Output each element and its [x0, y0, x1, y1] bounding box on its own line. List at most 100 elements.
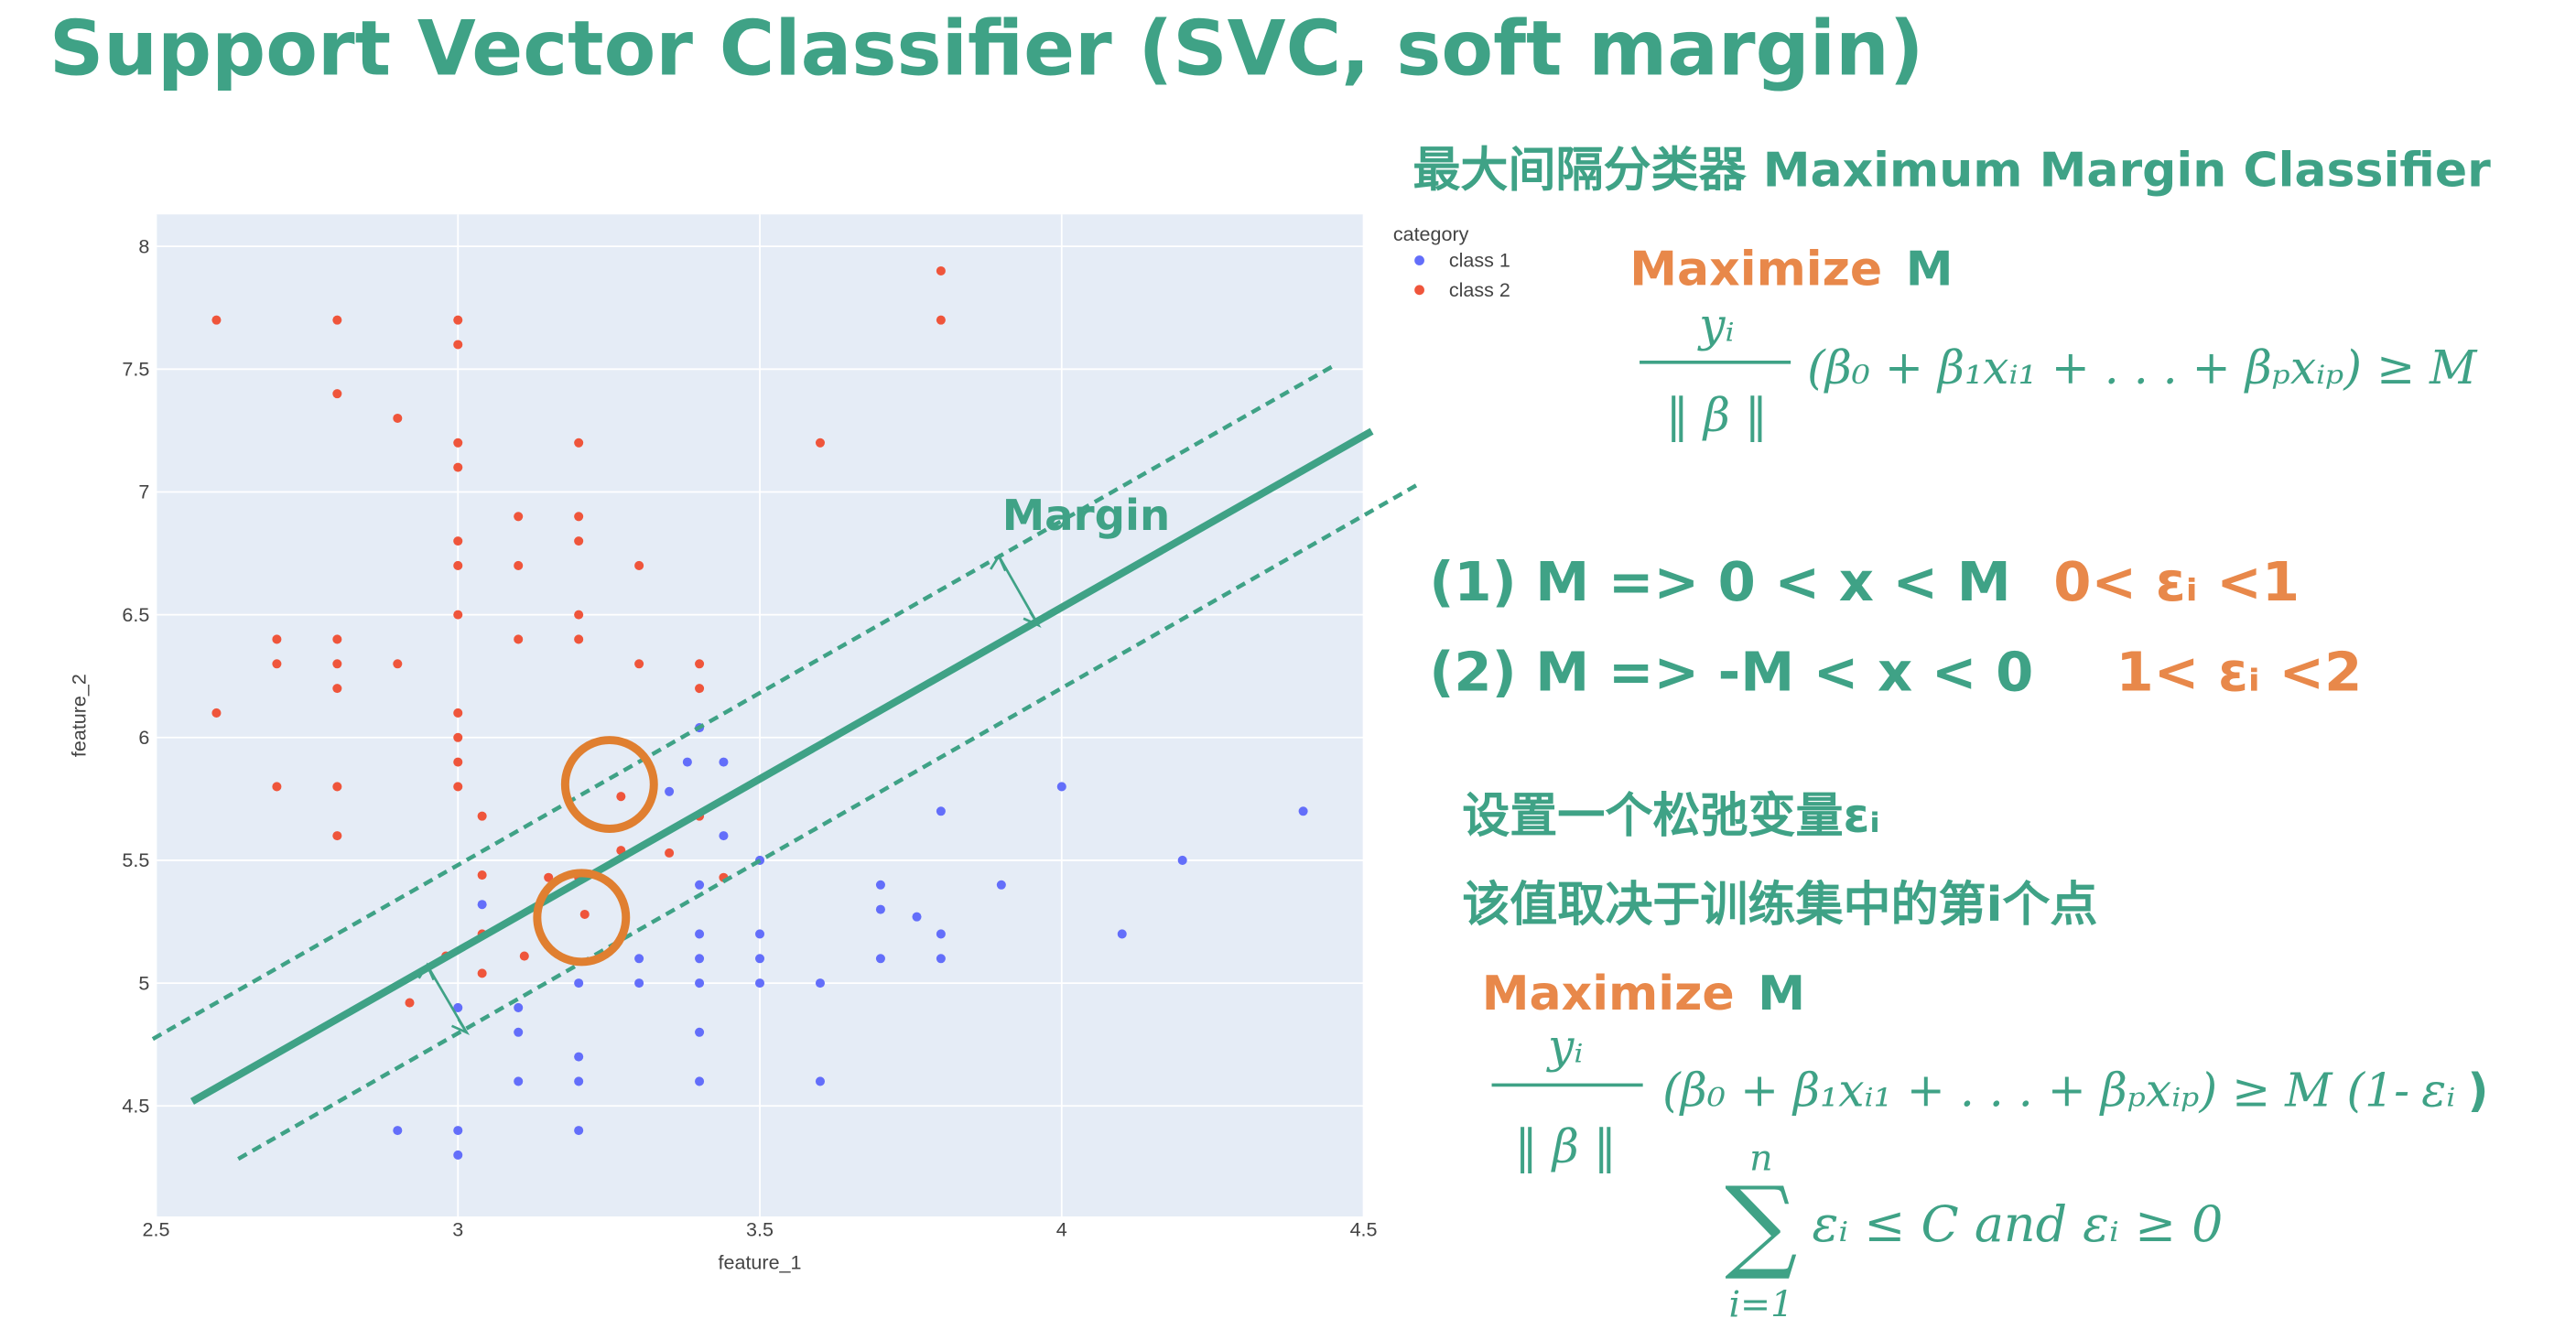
point: [332, 659, 342, 669]
point: [405, 998, 415, 1008]
expression: (β₀ + β₁xᵢ₁ + . . . + βₚxᵢₚ) ≥ M (1-: [1662, 1064, 2409, 1118]
point: [695, 1076, 705, 1086]
point: [211, 315, 222, 325]
y-tick-label: 6.5: [122, 604, 149, 626]
point: [936, 265, 946, 276]
y-tick-label: 8: [138, 235, 149, 257]
point: [477, 811, 487, 821]
point: [574, 512, 584, 522]
point: [634, 659, 644, 669]
point: [1056, 782, 1066, 792]
point: [453, 782, 463, 792]
point: [815, 438, 826, 448]
point: [211, 708, 222, 718]
point: [616, 792, 626, 802]
arrow-head: [990, 553, 1042, 628]
margin-label: Margin: [1002, 492, 1171, 541]
epsilon: εᵢ: [2421, 1064, 2455, 1118]
annotations: [151, 363, 1418, 1162]
point: [1177, 855, 1187, 865]
point: [936, 315, 946, 325]
denominator: ‖ β ‖: [1666, 388, 1768, 442]
point: [912, 912, 922, 922]
point: [393, 1126, 403, 1136]
note: 设置一个松弛变量εᵢ: [1462, 789, 1880, 844]
point: [754, 929, 765, 939]
point: [477, 900, 487, 910]
case: (1) M => 0 < x < M: [1429, 550, 2010, 613]
point: [754, 978, 765, 989]
point: [695, 684, 705, 694]
point: [579, 909, 590, 919]
point: [272, 634, 282, 644]
point: [393, 659, 403, 669]
point: [574, 634, 584, 644]
numerator: yᵢ: [1697, 297, 1735, 351]
x-tick-label: 4.5: [1350, 1219, 1378, 1241]
point: [514, 560, 524, 570]
y-tick-label: 4.5: [122, 1095, 149, 1117]
point: [574, 1052, 584, 1062]
x-tick-label: 4: [1056, 1219, 1067, 1241]
point: [453, 1126, 463, 1136]
x-tick-label: 3: [452, 1219, 463, 1241]
point: [815, 978, 826, 989]
point: [695, 978, 705, 989]
highlight-circle: [560, 736, 658, 833]
case-epsilon: 0< εᵢ <1: [2053, 550, 2300, 613]
sum-lower: i=1: [1728, 1283, 1793, 1325]
lower-margin: [237, 483, 1418, 1162]
point: [815, 1076, 826, 1086]
point: [453, 1002, 463, 1012]
heading: 最大间隔分类器 Maximum Margin Classifier: [1412, 144, 2491, 199]
point: [574, 610, 584, 620]
point: [574, 1076, 584, 1086]
sum-upper: n: [1749, 1138, 1772, 1180]
numerator: yᵢ: [1546, 1019, 1584, 1073]
point: [754, 954, 765, 964]
y-axis-title: feature_2: [68, 674, 90, 757]
y-tick-label: 7: [138, 481, 149, 503]
point: [453, 708, 463, 718]
legend-marker: [1414, 255, 1424, 265]
y-tick-label: 5.5: [122, 849, 149, 871]
point: [634, 978, 644, 989]
point: [695, 659, 705, 669]
y-tick-label: 5: [138, 972, 149, 994]
point: [719, 757, 729, 767]
point: [936, 806, 946, 816]
maximize: Maximize: [1629, 242, 1882, 297]
case: (2) M => -M < x < 0: [1429, 641, 2033, 704]
point: [1117, 929, 1127, 939]
legend-label: class 2: [1449, 279, 1510, 301]
point: [453, 315, 463, 325]
point: [272, 659, 282, 669]
point: [665, 848, 675, 858]
highlight-circle: [533, 869, 631, 967]
sum-sign: ∑: [1725, 1166, 1797, 1284]
note: 该值取决于训练集中的第i个点: [1462, 878, 2097, 933]
expression: (β₀ + β₁xᵢ₁ + . . . + βₚxᵢₚ) ≥ M: [1807, 340, 2478, 394]
point: [332, 831, 342, 841]
point: [544, 872, 554, 882]
point: [682, 757, 692, 767]
point: [332, 634, 342, 644]
point: [453, 438, 463, 448]
point: [875, 880, 885, 890]
point: [574, 1126, 584, 1136]
point: [574, 438, 584, 448]
legend-label: class 1: [1449, 250, 1510, 272]
point: [453, 610, 463, 620]
point: [936, 954, 946, 964]
plot: 2.5 3 3.5 4 4.5 4.5 5 5.5 6 6.5 7 7.5 8 feature_1 feat…: [68, 214, 1510, 1273]
point: [574, 536, 584, 546]
point: [453, 340, 463, 350]
objective: M: [1758, 967, 1805, 1021]
point: [477, 968, 487, 978]
point: [453, 560, 463, 570]
maximize: Maximize: [1482, 967, 1735, 1021]
point: [875, 904, 885, 914]
point: [477, 870, 487, 881]
point: [514, 1002, 524, 1012]
